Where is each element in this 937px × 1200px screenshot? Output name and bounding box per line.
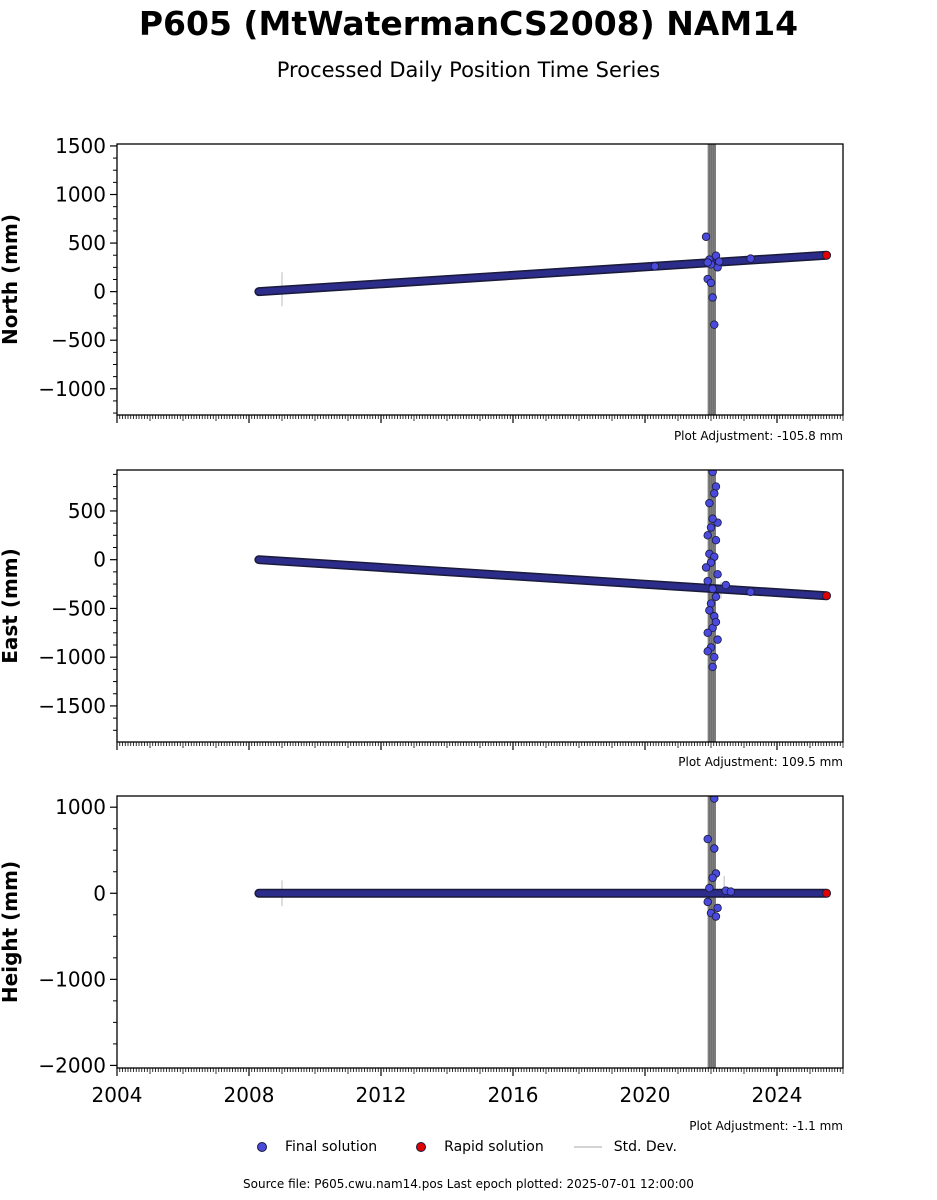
y-axis-label: North (mm) <box>0 214 22 345</box>
final-solution-point <box>710 796 719 803</box>
final-solution-point <box>708 584 717 594</box>
final-solution-point <box>711 912 721 921</box>
y-tick-label: 500 <box>68 231 106 255</box>
y-tick-label: 0 <box>93 548 106 572</box>
final-solution-point <box>701 232 711 241</box>
final-solution-point <box>703 628 712 638</box>
final-solution-point <box>711 617 721 627</box>
final-solution-point <box>710 489 719 498</box>
final-series-band <box>255 556 830 599</box>
final-solution-point <box>703 647 712 656</box>
final-solution-point <box>711 535 721 545</box>
y-tick-label: 0 <box>93 881 106 905</box>
plot-adjustment-label: Plot Adjustment: 109.5 mm <box>678 755 843 769</box>
legend-item-final: Final solution <box>248 1139 377 1155</box>
final-solution-point <box>711 482 721 491</box>
y-tick-label: −500 <box>51 596 106 620</box>
legend-label-final: Final solution <box>285 1139 378 1155</box>
final-solution-point <box>713 635 722 644</box>
axes-frame <box>116 469 844 743</box>
x-tick-label: 2012 <box>356 1083 407 1107</box>
final-solution-point <box>706 523 716 532</box>
plot-area <box>254 144 831 415</box>
rapid-solution-point <box>822 888 831 898</box>
final-solution-point <box>708 470 717 477</box>
y-tick-label: −1000 <box>38 377 106 401</box>
x-tick-label: 2008 <box>224 1083 275 1107</box>
final-solution-point <box>708 873 717 882</box>
final-solution-point <box>703 834 712 844</box>
x-tick-label: 2020 <box>620 1083 671 1107</box>
final-solution-point <box>710 320 719 329</box>
final-solution-point <box>726 887 735 896</box>
final-solution-point <box>706 599 716 608</box>
y-tick-label: 0 <box>93 280 106 304</box>
panel-1: 1500 1000 500 0 −500 −1000 North (mm) Plot Adju… <box>0 134 844 443</box>
rapid-solution-marker-icon <box>416 1142 427 1152</box>
y-tick-label: 1000 <box>55 795 106 819</box>
panel-2: 500 0 −500 −1000 −1500 East (mm) Plot Adjustme… <box>0 469 844 769</box>
plot-area <box>254 470 831 742</box>
chart-title: P605 (MtWatermanCS2008) NAM14 <box>138 4 799 43</box>
y-tick-label: −500 <box>51 328 106 352</box>
final-solution-point <box>715 257 724 266</box>
final-solution-point <box>706 278 716 288</box>
y-tick-label: 1500 <box>55 134 106 158</box>
final-solution-point <box>703 897 712 907</box>
final-solution-point <box>711 592 721 601</box>
final-solution-point <box>708 662 717 672</box>
legend-label-rapid: Rapid solution <box>444 1139 544 1155</box>
rapid-solution-point <box>822 591 831 601</box>
final-solution-point <box>713 570 722 579</box>
outage-band <box>707 796 716 1068</box>
final-solution-point <box>705 883 714 893</box>
x-tick-label: 2004 <box>92 1083 143 1107</box>
y-axis-label: East (mm) <box>0 548 22 664</box>
final-solution-point <box>710 844 719 853</box>
y-tick-label: 500 <box>68 499 106 523</box>
final-solution-point <box>746 587 755 597</box>
final-solution-point <box>650 262 660 271</box>
final-solution-marker-icon <box>257 1142 267 1152</box>
final-solution-point <box>746 254 755 263</box>
final-series-band <box>255 252 830 295</box>
axes-frame <box>116 795 844 1069</box>
plot-adjustment-label: Plot Adjustment: -105.8 mm <box>674 429 843 443</box>
rapid-solution-point <box>822 250 831 260</box>
legend: Final solution Rapid solution Std. Dev. <box>248 1137 707 1157</box>
final-solution-point <box>703 258 712 267</box>
y-tick-label: 1000 <box>55 183 106 207</box>
final-solution-point <box>701 563 711 572</box>
y-tick-label: −1500 <box>38 694 106 718</box>
x-tick-label: 2016 <box>488 1083 539 1107</box>
final-solution-point <box>721 580 731 590</box>
final-solution-point <box>705 606 714 615</box>
final-solution-point <box>706 558 716 567</box>
final-solution-point <box>703 576 712 586</box>
legend-item-rapid: Rapid solution <box>407 1139 544 1155</box>
legend-item-std: Std. Dev. <box>573 1139 677 1155</box>
legend-label-std: Std. Dev. <box>613 1139 677 1155</box>
final-solution-point <box>713 903 722 913</box>
y-tick-label: −2000 <box>38 1053 106 1077</box>
x-tick-label: 2024 <box>752 1083 803 1107</box>
y-tick-label: −1000 <box>38 967 106 991</box>
y-axis-label: Height (mm) <box>0 861 22 1003</box>
final-solution-point <box>703 531 712 540</box>
final-solution-point <box>710 652 719 662</box>
plot-area <box>254 796 831 1068</box>
y-tick-label: −1000 <box>38 645 106 669</box>
panel-3: 1000 0 −1000 −2000 2004 2008 2012 2016 2020 2024 H… <box>0 795 844 1133</box>
chart-subtitle: Processed Daily Position Time Series <box>276 58 661 82</box>
final-solution-point <box>708 514 717 523</box>
final-solution-point <box>708 293 717 302</box>
std-dev-line-icon <box>573 1146 602 1148</box>
final-solution-point <box>705 498 714 508</box>
plot-adjustment-label: Plot Adjustment: -1.1 mm <box>689 1119 843 1133</box>
source-footer: Source file: P605.cwu.nam14.pos Last epo… <box>243 1177 694 1191</box>
